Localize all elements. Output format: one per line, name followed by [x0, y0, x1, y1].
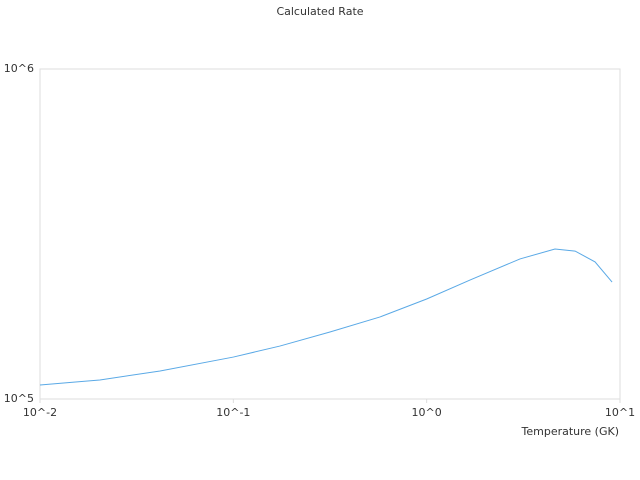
x-axis-label: Temperature (GK)	[521, 425, 620, 438]
chart-title: Calculated Rate	[276, 5, 363, 18]
x-tick-label: 10^-2	[23, 406, 57, 419]
x-tick-label: 10^1	[605, 406, 635, 419]
x-tick-label: 10^0	[412, 406, 442, 419]
y-tick-label: 10^6	[4, 62, 34, 75]
y-tick-label: 10^5	[4, 392, 34, 405]
data-line	[39, 248, 613, 386]
x-tick-label: 10^-1	[216, 406, 250, 419]
plot-frame	[39, 68, 621, 400]
